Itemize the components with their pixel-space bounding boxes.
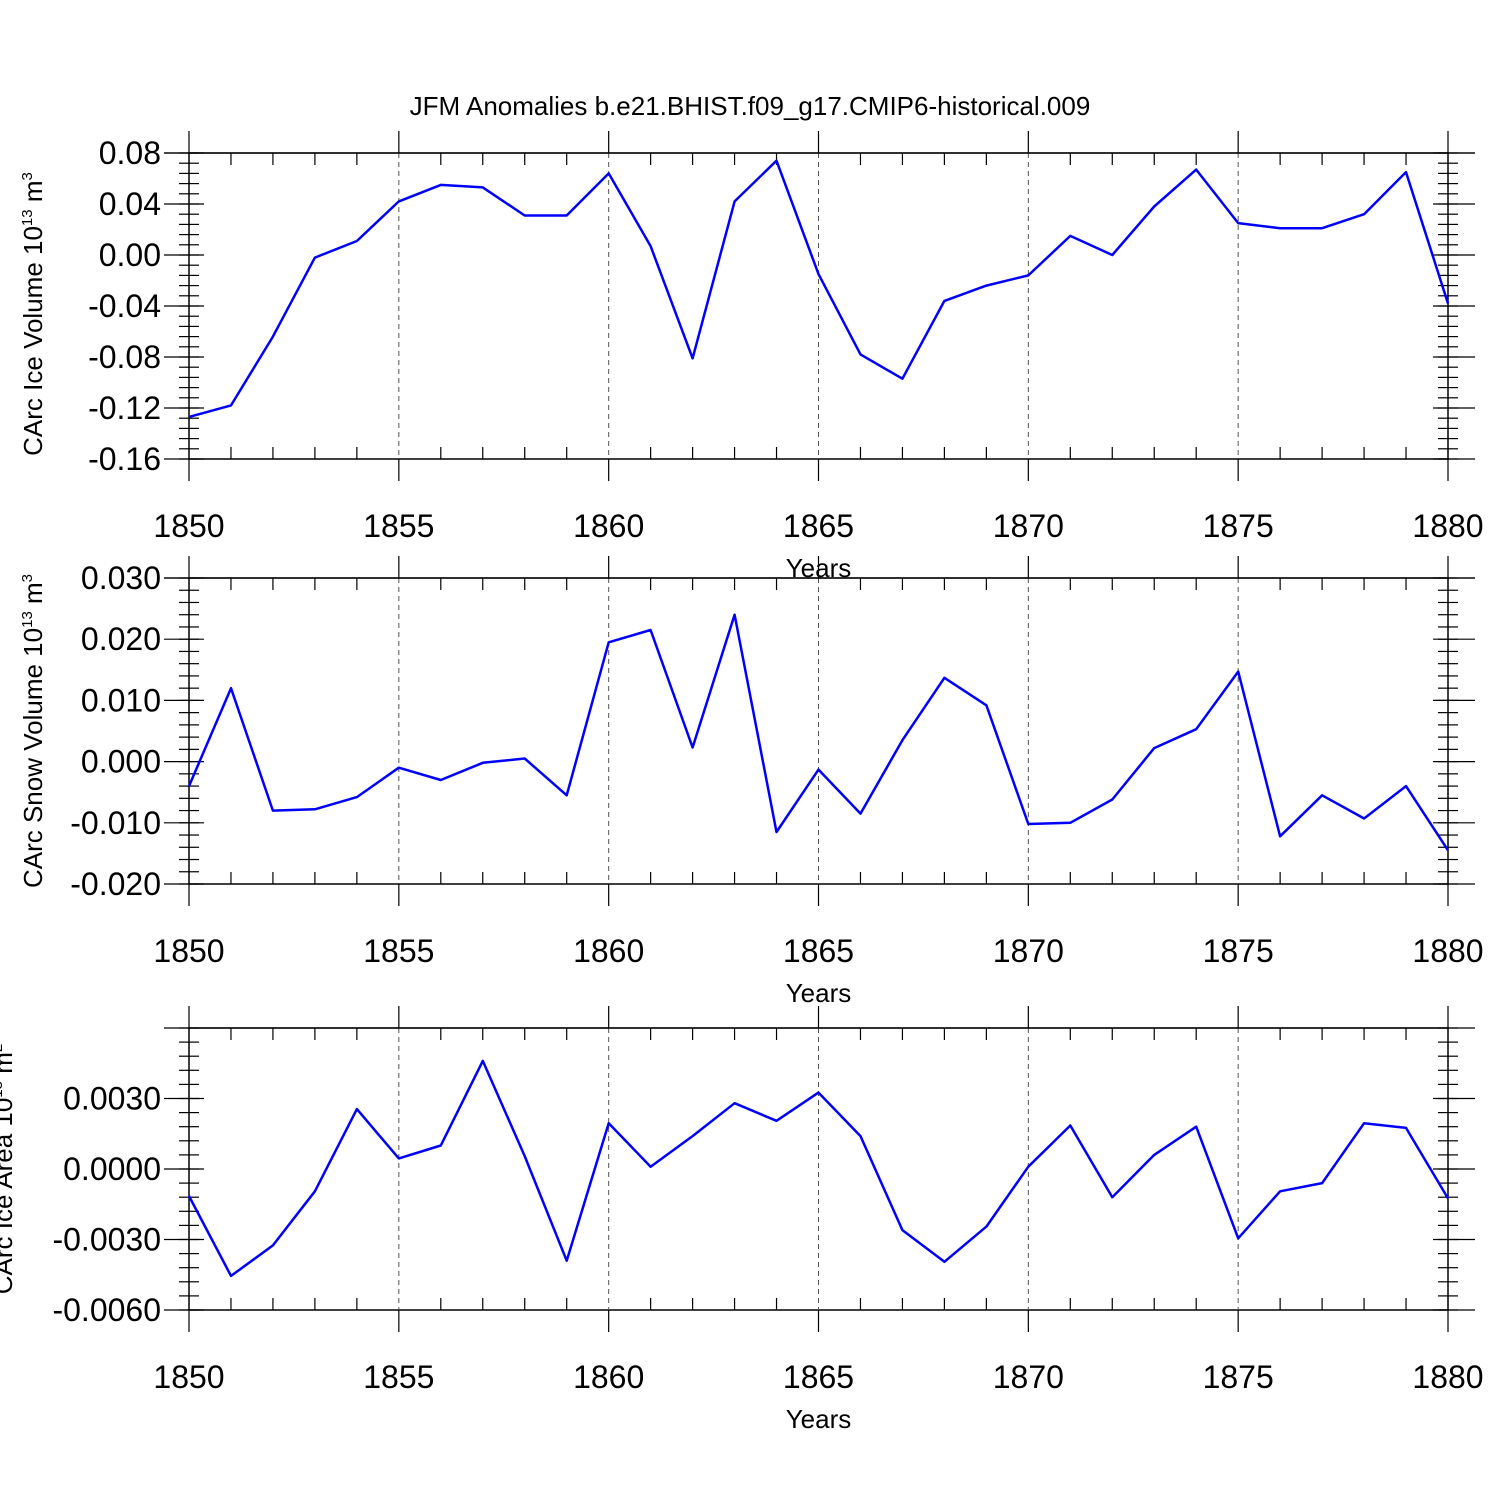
- x-tick-label: 1855: [363, 933, 434, 969]
- x-tick-label: 1870: [993, 933, 1064, 969]
- y-axis-label-text: CArc Snow Volume 10: [18, 628, 48, 888]
- y-tick-label: -0.010: [70, 805, 161, 841]
- y-tick-label: 0.020: [81, 621, 161, 657]
- x-tick-label: 1865: [783, 1359, 854, 1395]
- x-tick-label: 1855: [363, 508, 434, 544]
- y-axis-label-unit-exponent: 2: [0, 1044, 6, 1052]
- panel-3: 1850 1855 1860 1865 1870 1875 1880 -0.0060 -0.00…: [0, 1006, 1484, 1434]
- y-tick-label: 0.030: [81, 560, 161, 596]
- y-axis-label: CArc Ice Area 1013 m2: [0, 1044, 18, 1294]
- y-axis-label-text: CArc Ice Area 10: [0, 1098, 18, 1295]
- y-tick-label: -0.020: [70, 866, 161, 902]
- y-tick-label: 0.0030: [63, 1081, 161, 1117]
- chart-title: JFM Anomalies b.e21.BHIST.f09_g17.CMIP6-…: [410, 91, 1091, 121]
- y-axis-label-exponent: 13: [0, 1081, 6, 1098]
- y-axis-label-unit-exponent: 3: [19, 574, 36, 582]
- y-axis-label-unit: m: [18, 180, 48, 209]
- y-axis-label-unit: m: [0, 1052, 18, 1081]
- y-tick-label: -0.0030: [52, 1222, 161, 1258]
- y-tick-label: 0.08: [99, 135, 161, 171]
- x-tick-label: 1870: [993, 508, 1064, 544]
- y-axis-label: CArc Snow Volume 1013 m3: [18, 574, 48, 888]
- series-line: [187, 613, 1450, 851]
- y-tick-label: 0.04: [99, 186, 161, 222]
- y-axis-label: CArc Ice Volume 1013 m3: [18, 172, 48, 456]
- x-axis-label: Years: [786, 978, 852, 1008]
- x-tick-label: 1875: [1203, 508, 1274, 544]
- x-tick-label: 1880: [1412, 933, 1483, 969]
- y-axis-label-exponent: 13: [19, 209, 36, 226]
- y-tick-label: -0.0060: [52, 1292, 161, 1328]
- x-tick-label: 1860: [573, 1359, 644, 1395]
- panels: 1850 1855 1860 1865 1870 1875 1880 -0.16 -0.12 -0…: [0, 131, 1484, 1434]
- x-tick-label: 1860: [573, 933, 644, 969]
- y-tick-label: -0.16: [88, 441, 161, 477]
- x-tick-label: 1875: [1203, 1359, 1274, 1395]
- y-axis-label-unit: m: [18, 582, 48, 611]
- y-tick-label: 0.0000: [63, 1151, 161, 1187]
- y-tick-label: 0.000: [81, 744, 161, 780]
- x-tick-label: 1850: [153, 1359, 224, 1395]
- x-tick-label: 1880: [1412, 1359, 1483, 1395]
- x-tick-label: 1870: [993, 1359, 1064, 1395]
- plot-frame: [188, 1027, 1449, 1311]
- y-axis-label-unit-exponent: 3: [19, 172, 36, 180]
- x-tick-label: 1865: [783, 933, 854, 969]
- x-tick-label: 1860: [573, 508, 644, 544]
- y-tick-label: -0.12: [88, 390, 161, 426]
- x-tick-label: 1850: [153, 508, 224, 544]
- x-tick-label: 1850: [153, 933, 224, 969]
- y-tick-label: 0.010: [81, 682, 161, 718]
- x-tick-label: 1875: [1203, 933, 1274, 969]
- y-tick-label: -0.08: [88, 339, 161, 375]
- panel-1: 1850 1855 1860 1865 1870 1875 1880 -0.16 -0.12 -0…: [18, 131, 1484, 583]
- panel-2: 1850 1855 1860 1865 1870 1875 1880 -0.020 -0.010…: [18, 556, 1484, 1008]
- series-line: [188, 159, 1450, 419]
- y-axis-label-exponent: 13: [19, 611, 36, 628]
- y-tick-label: -0.04: [88, 288, 161, 324]
- x-tick-label: 1865: [783, 508, 854, 544]
- x-tick-label: 1855: [363, 1359, 434, 1395]
- y-tick-label: 0.00: [99, 237, 161, 273]
- y-axis-label-text: CArc Ice Volume 10: [18, 226, 48, 456]
- x-tick-label: 1880: [1412, 508, 1483, 544]
- series-line: [187, 1059, 1450, 1278]
- x-axis-label: Years: [786, 1404, 852, 1434]
